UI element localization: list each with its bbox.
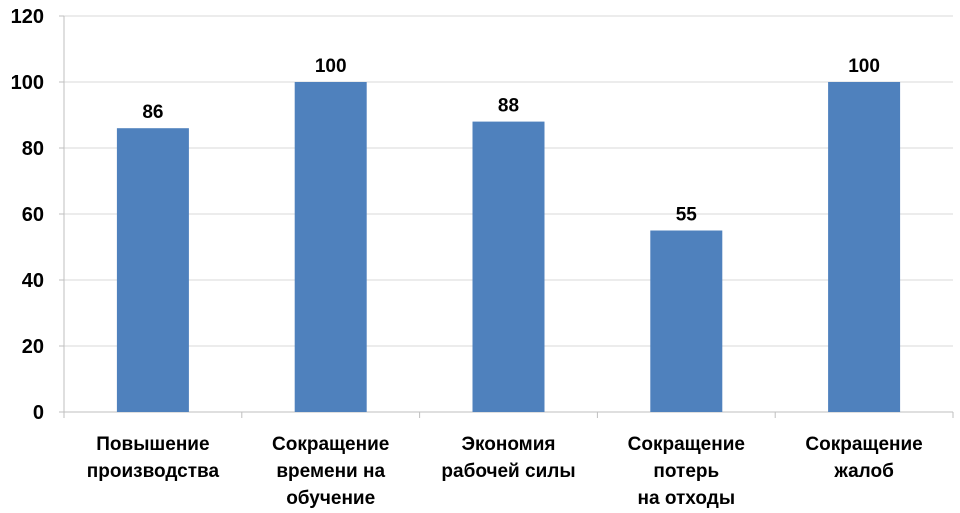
bar-4 [650, 230, 723, 412]
data-label: 88 [498, 96, 519, 117]
category-label: рабочей силы [441, 461, 575, 482]
bar-5 [828, 82, 901, 412]
y-tick-label: 80 [22, 138, 44, 160]
category-label: Сокращение [628, 434, 745, 455]
category-label: на отходы [638, 488, 736, 509]
data-label: 55 [676, 205, 698, 226]
y-tick-label: 60 [22, 204, 44, 226]
bar-1 [116, 128, 189, 412]
category-label: жалоб [833, 461, 893, 482]
y-tick-label: 40 [22, 270, 44, 292]
data-label: 100 [848, 56, 880, 77]
bar-3 [472, 121, 545, 412]
x-axis [63, 16, 954, 418]
data-label: 86 [142, 102, 163, 123]
y-tick-label: 20 [22, 336, 44, 358]
category-label: Повышение [96, 434, 209, 455]
category-label: обучение [286, 488, 375, 509]
bar-2 [294, 82, 367, 412]
bars [116, 82, 901, 412]
y-axis-ticks: 0 20 40 60 80 100 120 [11, 6, 64, 424]
category-label: Сокращение [272, 434, 389, 455]
data-labels: 86 100 88 55 100 [142, 56, 880, 226]
category-labels: Повышение производства Сокращение времени н… [87, 434, 923, 509]
y-tick-label: 120 [11, 6, 44, 28]
y-tick-label: 0 [33, 402, 44, 424]
category-label: Экономия [461, 434, 555, 455]
category-label: Сокращение [805, 434, 922, 455]
data-label: 100 [315, 56, 347, 77]
y-tick-label: 100 [11, 72, 44, 94]
category-label: производства [87, 461, 220, 482]
category-label: времени на [276, 461, 385, 482]
category-label: потерь [653, 461, 719, 482]
